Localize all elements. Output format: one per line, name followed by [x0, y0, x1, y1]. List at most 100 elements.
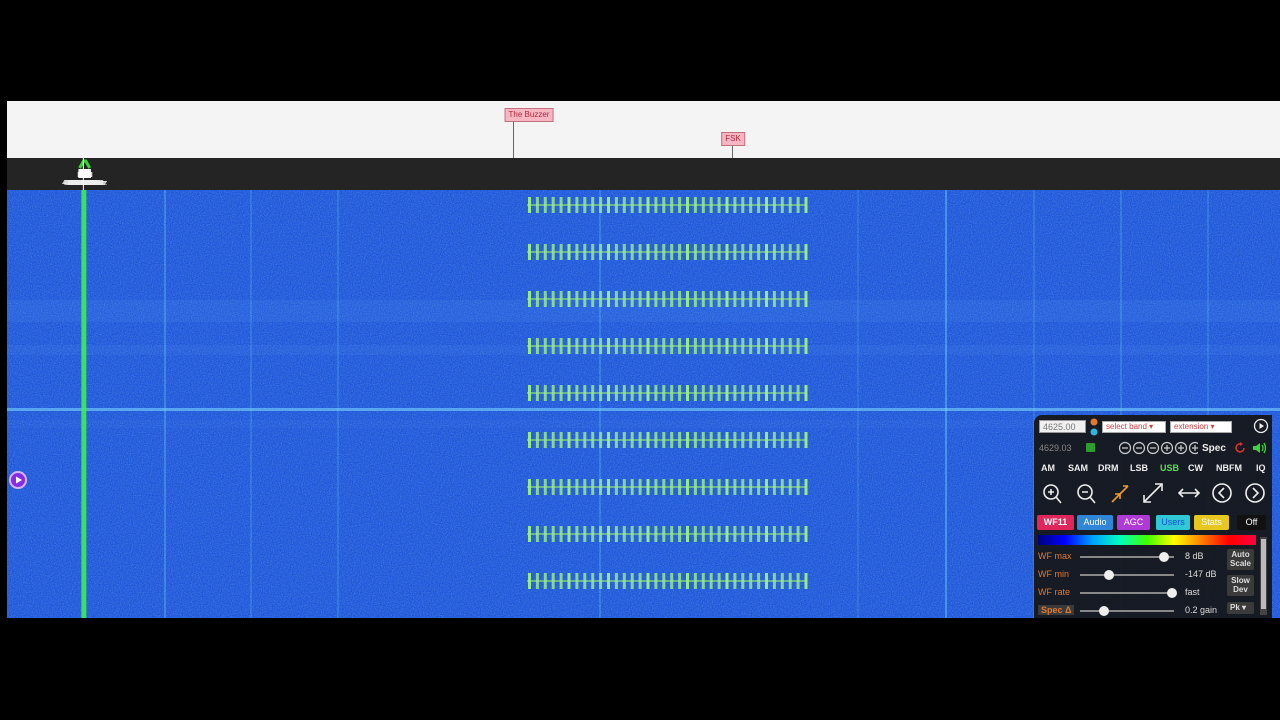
play-circle-icon[interactable]: [1253, 418, 1269, 434]
spec-button[interactable]: Spec: [1202, 443, 1226, 454]
waterfall-svg: [7, 190, 1280, 618]
slider-value: fast: [1185, 587, 1200, 597]
mode-button-cw[interactable]: CW: [1188, 463, 1203, 473]
tab-stats[interactable]: Stats: [1194, 515, 1229, 530]
fsk-burst-row: [527, 197, 808, 213]
select-band-dropdown[interactable]: select band ▾: [1102, 421, 1166, 433]
scrollbar-thumb[interactable]: [1261, 539, 1266, 609]
fsk-burst-row: [527, 526, 808, 542]
dx-label-strip: The Buzzer FSK: [7, 101, 1280, 158]
fsk-burst-row: [527, 338, 808, 354]
scale-tick-label: 4.632 MHz: [73, 180, 107, 187]
mode-button-iq[interactable]: IQ: [1256, 463, 1266, 473]
slider-label: WF rate: [1038, 587, 1071, 597]
select-band-text: select band: [1106, 422, 1147, 431]
faint-carrier: [1033, 190, 1035, 618]
scale-tick-label: 4.631 MHz: [72, 180, 106, 187]
slider-track[interactable]: [1080, 570, 1174, 580]
slider-track[interactable]: [1080, 606, 1174, 616]
scale-tick-label: 4.628 MHz: [69, 180, 103, 187]
faint-carrier: [599, 190, 601, 618]
fsk-burst-row: [527, 573, 808, 589]
extension-dropdown[interactable]: extension ▾: [1170, 421, 1232, 433]
control-panel: select band ▾ extension ▾ 4629.03 Spec A…: [1034, 415, 1272, 618]
panel-scrollbar[interactable]: [1260, 537, 1267, 615]
scale-tick-label: 4.626 MHz: [67, 180, 101, 187]
fsk-burst-row: [527, 244, 808, 260]
lock-icon[interactable]: [1086, 443, 1095, 452]
interference-line: [7, 408, 1280, 411]
frequency-input[interactable]: [1039, 420, 1086, 433]
tab-users[interactable]: Users: [1156, 515, 1190, 530]
scale-tick-label: 4.620 MHz: [62, 180, 96, 187]
mode-button-drm[interactable]: DRM: [1098, 463, 1119, 473]
scale-tick-label: 4.629 MHz: [70, 180, 104, 187]
play-icon: [16, 476, 22, 484]
faint-carrier: [250, 190, 252, 618]
auto-scale-button[interactable]: Auto Scale: [1227, 549, 1254, 570]
slider-value: 0.2 gain: [1185, 605, 1218, 615]
faint-carrier: [1120, 190, 1122, 618]
noise-band: [7, 420, 1280, 428]
slider-label: WF max: [1038, 551, 1072, 561]
slider-label: Spec Δ: [1038, 605, 1075, 615]
scale-tick-label: 4.633 MHz: [73, 180, 107, 187]
slider-knob[interactable]: [1098, 606, 1109, 616]
passband-marker[interactable]: [78, 159, 92, 169]
slider-knob[interactable]: [1158, 552, 1169, 562]
noise-band: [7, 345, 1280, 355]
faint-carrier: [1207, 190, 1209, 618]
frequency-readout: 4629.03: [1039, 443, 1072, 453]
waterfall-display[interactable]: [7, 190, 1280, 618]
mode-button-nbfm[interactable]: NBFM: [1216, 463, 1242, 473]
side-play-button[interactable]: [9, 471, 27, 489]
scale-tick-label: 4.623 MHz: [65, 180, 99, 187]
slider-knob[interactable]: [1104, 570, 1115, 580]
buzzer-label-stem: [513, 121, 514, 158]
mode-button-am[interactable]: AM: [1041, 463, 1055, 473]
mode-button-usb[interactable]: USB: [1160, 463, 1180, 473]
fsk-burst-row: [527, 385, 808, 401]
extension-text: extension: [1174, 422, 1209, 431]
slider-track[interactable]: [1080, 552, 1174, 562]
faint-carrier: [857, 190, 859, 618]
tab-agc[interactable]: AGC: [1117, 515, 1150, 530]
slider-knob[interactable]: [1167, 588, 1178, 598]
fsk-burst-row: [527, 432, 808, 448]
mode-button-sam[interactable]: SAM: [1068, 463, 1088, 473]
pk-dropdown[interactable]: Pk ▾: [1227, 602, 1254, 614]
frequency-scale[interactable]: 4.620 MHz 4.621 MHz 4.622 MHz 4.623 MHz 4.62…: [7, 158, 1280, 190]
scale-tick-label: 4.624 MHz: [66, 180, 100, 187]
dx-label-fsk[interactable]: FSK: [721, 132, 745, 146]
noise-band: [7, 300, 1280, 322]
refresh-icon[interactable]: [1233, 441, 1247, 455]
zoom-step-icons[interactable]: [1118, 441, 1198, 455]
faint-carrier: [164, 190, 166, 618]
step-arrows-icon[interactable]: [1089, 418, 1099, 436]
fsk-burst-row: [527, 479, 808, 495]
slider-track[interactable]: [1080, 588, 1178, 598]
dx-label-the-buzzer[interactable]: The Buzzer: [504, 108, 554, 122]
fsk-label-stem: [732, 145, 733, 158]
scale-tick-label: 4.627 MHz: [68, 180, 102, 187]
tab-audio[interactable]: Audio: [1077, 515, 1113, 530]
faint-carrier: [945, 190, 947, 618]
slow-dev-button[interactable]: Slow Dev: [1227, 575, 1254, 596]
pk-text: Pk: [1230, 603, 1240, 612]
mode-button-lsb[interactable]: LSB: [1130, 463, 1148, 473]
slider-value: 8 dB: [1185, 551, 1204, 561]
slider-label: WF min: [1038, 569, 1069, 579]
buzzer-carrier: [81, 190, 87, 618]
fsk-burst-row: [527, 291, 808, 307]
faint-carrier: [337, 190, 339, 618]
scale-tick-label: 4.622 MHz: [64, 180, 98, 187]
scale-tick-label: 4.621 MHz: [63, 180, 97, 187]
tab-off[interactable]: Off: [1237, 515, 1266, 530]
nav-zoom-icons[interactable]: [1040, 482, 1270, 506]
tab-wf11[interactable]: WF11: [1037, 515, 1074, 530]
speaker-icon[interactable]: [1252, 441, 1268, 455]
slider-value: -147 dB: [1185, 569, 1217, 579]
receiver-window: The Buzzer FSK 4.620 MHz 4.621 MHz 4.622 M…: [7, 101, 1280, 618]
scale-tick-label: 4.630 MHz: [71, 180, 105, 187]
